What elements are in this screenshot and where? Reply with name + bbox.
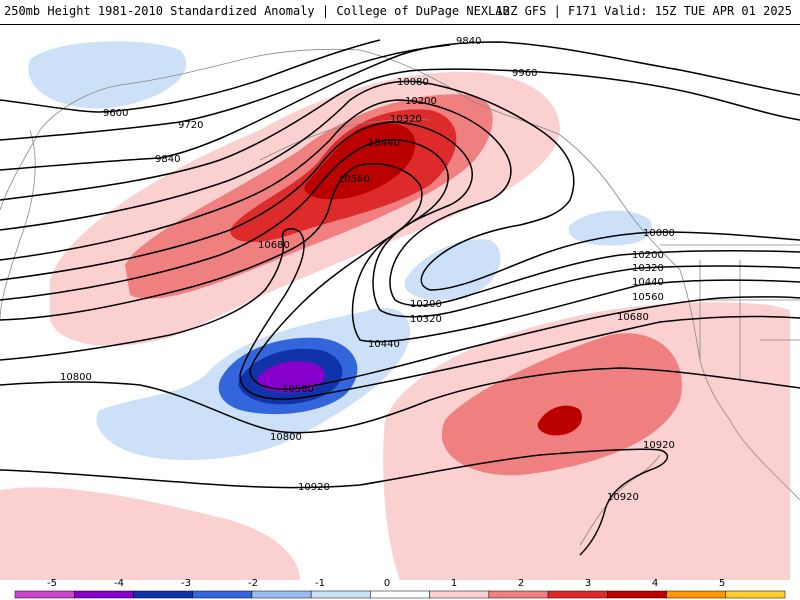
contour-10440 <box>0 139 800 343</box>
coastline-west-coast <box>679 269 800 501</box>
contour-label: 10560 <box>338 174 370 185</box>
colorbar-swatches <box>14 590 786 599</box>
coastline-siberia <box>0 48 361 211</box>
colorbar-tick-label: 2 <box>518 578 524 589</box>
contour-label: 9600 <box>103 108 128 119</box>
contour-10800 <box>0 367 800 434</box>
colorbar-swatch <box>666 590 727 599</box>
map-title: 250mb Height 1981-2010 Standardized Anom… <box>4 4 510 18</box>
contour-label: 10800 <box>60 372 92 383</box>
colorbar-swatch <box>429 590 490 599</box>
contour-label: 9840 <box>456 36 481 47</box>
contour-9840 <box>0 41 800 171</box>
contour-label: 9720 <box>178 120 203 131</box>
colorbar-tick-label: 5 <box>719 578 725 589</box>
contour-label: 10440 <box>368 138 400 149</box>
contour-label: 10200 <box>410 299 442 310</box>
contour-10560 <box>0 163 800 390</box>
contour-label: 10320 <box>410 314 442 325</box>
model-run-info: 12Z GFS | F171 Valid: 15Z TUE APR 01 202… <box>495 4 792 18</box>
contour-label: 10680 <box>617 312 649 323</box>
anomaly-map: 9840 9960 9600 9720 9840 10080 10200 103… <box>0 36 800 580</box>
contour-9600 <box>0 39 381 113</box>
colorbar-swatch <box>725 590 786 599</box>
anomaly-plus4-north-pacific <box>304 122 416 200</box>
anomaly-minus1-bering <box>28 41 187 109</box>
contour-label: 9960 <box>512 68 537 79</box>
contour-label: 10200 <box>405 96 437 107</box>
coastline-aleutians <box>259 119 431 161</box>
colorbar-swatch <box>251 590 312 599</box>
anomaly-minus1-pnw <box>568 210 652 246</box>
height-contours <box>0 39 800 556</box>
contour-label: 10320 <box>390 114 422 125</box>
contour-label: 10440 <box>368 339 400 350</box>
map-header: 250mb Height 1981-2010 Standardized Anom… <box>0 0 800 25</box>
colorbar-tick-label: 4 <box>652 578 658 589</box>
colorbar-tick-label: 3 <box>585 578 591 589</box>
contour-labels: 9840 9960 9600 9720 9840 10080 10200 103… <box>60 36 675 503</box>
contour-10080 <box>0 80 800 291</box>
coastlines <box>0 48 800 546</box>
contour-label: 10920 <box>643 440 675 451</box>
anomaly-plus1-southwest <box>0 487 300 580</box>
contour-label: 10920 <box>298 482 330 493</box>
contour-label: 10320 <box>632 263 664 274</box>
colorbar-tick-label: 0 <box>384 578 390 589</box>
coastline-alaska <box>359 49 681 271</box>
anomaly-minus1-gulf-of-alaska <box>404 239 501 300</box>
colorbar-swatch <box>310 590 371 599</box>
contour-9960 <box>0 68 800 201</box>
colorbar-swatch <box>370 590 430 599</box>
colorbar-swatch <box>607 590 667 599</box>
contour-label: 9840 <box>155 154 180 165</box>
anomaly-minus4-central-pacific <box>257 361 325 393</box>
contour-10200 <box>0 99 800 307</box>
contour-10680 <box>0 228 800 400</box>
contour-label: 10920 <box>607 492 639 503</box>
contour-9720 <box>0 44 451 141</box>
coastline-baja <box>579 454 661 546</box>
colorbar-swatch <box>133 590 193 599</box>
colorbar-swatch <box>73 590 134 599</box>
state-borders <box>699 260 800 380</box>
contour-label: 10080 <box>643 228 675 239</box>
contour-label: 10440 <box>632 277 664 288</box>
colorbar-tick-label: -2 <box>248 578 258 589</box>
colorbar-swatch <box>192 590 253 599</box>
contour-label: 10560 <box>282 384 314 395</box>
colorbar-tick-label: -4 <box>114 578 124 589</box>
contour-label: 10560 <box>632 292 664 303</box>
contour-label: 10800 <box>270 432 302 443</box>
contour-label: 10680 <box>258 240 290 251</box>
negative-anomaly-shading <box>28 41 652 460</box>
colorbar-swatch <box>488 590 549 599</box>
anomaly-colorbar: -5 -4 -3 -2 -1 0 1 2 3 4 5 <box>14 578 786 599</box>
coastline-kamchatka <box>0 129 36 321</box>
colorbar-tick-label: -3 <box>181 578 191 589</box>
contour-label: 10080 <box>397 77 429 88</box>
colorbar-swatch <box>14 590 75 599</box>
colorbar-swatch <box>547 590 608 599</box>
contour-10320 <box>0 121 800 318</box>
contour-10920 <box>0 448 669 556</box>
colorbar-tick-label: -1 <box>315 578 325 589</box>
colorbar-labels: -5 -4 -3 -2 -1 0 1 2 3 4 5 <box>47 578 725 589</box>
colorbar-tick-label: 1 <box>451 578 457 589</box>
contour-label: 10200 <box>632 250 664 261</box>
anomaly-plus3-east-pacific <box>537 405 582 436</box>
colorbar-tick-label: -5 <box>47 578 57 589</box>
